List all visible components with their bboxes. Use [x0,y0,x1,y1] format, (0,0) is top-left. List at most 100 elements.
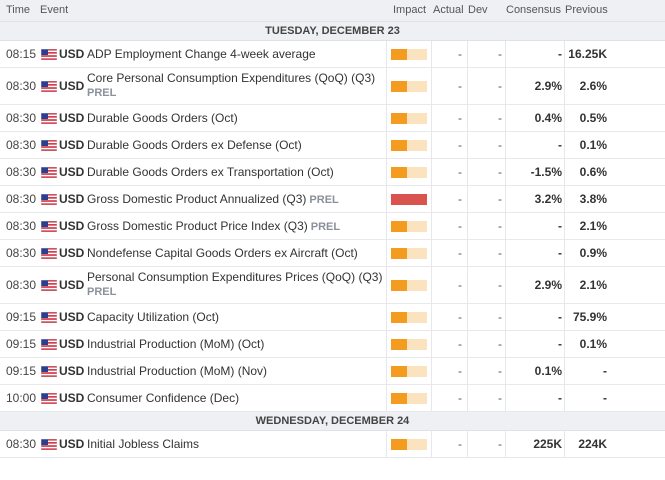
event-name-text: Consumer Confidence (Dec) [87,391,240,405]
event-time: 08:30 [6,111,37,125]
deviation-value: - [498,437,502,451]
impact-indicator-medium [391,280,427,291]
actual-value: - [458,437,462,451]
header-event[interactable]: Event [40,4,69,16]
table-row[interactable]: 08:30 USD Initial Jobless Claims - - 225K 224K [0,431,665,458]
event-name[interactable]: Nondefense Capital Goods Orders ex Aircr… [87,246,358,260]
table-row[interactable]: 08:30 USD Durable Goods Orders ex Transpor… [0,159,665,186]
table-row[interactable]: 09:15 USD Industrial Production (MoM) (Nov… [0,358,665,385]
table-row[interactable]: 08:15 USD ADP Employment Change 4-week ave… [0,41,665,68]
table-header: Time Event Impact Actual Dev Consensus P… [0,0,665,22]
event-name[interactable]: Durable Goods Orders ex Transportation (… [87,165,334,179]
table-row[interactable]: 08:30 USD Personal Consumption Expenditure… [0,267,665,304]
actual-value: - [458,246,462,260]
header-previous[interactable]: Previous [565,4,608,16]
impact-indicator-medium [391,439,427,450]
event-name[interactable]: Personal Consumption Expenditures Prices… [87,270,383,284]
consensus-value: -1.5% [530,165,562,179]
currency-code: USD [59,79,85,93]
currency-code: USD [59,310,85,324]
event-time: 08:30 [6,219,37,233]
previous-value: 0.5% [579,111,607,125]
currency-code: USD [59,138,85,152]
currency-code: USD [59,111,85,125]
impact-indicator-medium [391,312,427,323]
table-row[interactable]: 09:15 USD Capacity Utilization (Oct) - - -75.… [0,304,665,331]
event-time: 08:30 [6,437,37,451]
event-time: 08:30 [6,192,37,206]
event-name[interactable]: Industrial Production (MoM) (Oct) [87,337,264,351]
event-name-text: Industrial Production (MoM) (Nov) [87,364,268,378]
previous-value: - [603,391,607,405]
event-name[interactable]: Durable Goods Orders (Oct) [87,111,238,125]
deviation-value: - [498,246,502,260]
table-row[interactable]: 08:30 USD Gross Domestic Product Price Ind… [0,213,665,240]
deviation-value: - [498,47,502,61]
table-row[interactable]: 08:30 USD Gross Domestic Product Annualize… [0,186,665,213]
previous-value: 2.6% [579,79,607,93]
previous-value: 0.1% [579,337,607,351]
header-time[interactable]: Time [6,4,31,16]
deviation-value: - [498,364,502,378]
header-actual[interactable]: Actual [433,4,464,16]
header-impact[interactable]: Impact [393,4,427,16]
event-time: 08:30 [6,246,37,260]
us-flag-icon [40,338,58,351]
table-row[interactable]: 09:15 USD Industrial Production (MoM) (Oct… [0,331,665,358]
event-name[interactable]: ADP Employment Change 4-week average [87,47,316,61]
event-name[interactable]: Gross Domestic Product Price Index (Q3) P… [87,219,340,233]
impact-indicator-medium [391,167,427,178]
actual-value: - [458,47,462,61]
currency-code: USD [59,165,85,179]
event-name[interactable]: Consumer Confidence (Dec) [87,391,239,405]
consensus-value: 3.2% [534,192,562,206]
date-row: WEDNESDAY, DECEMBER 24 [0,412,665,431]
consensus-value: - [558,47,562,61]
table-row[interactable]: 10:00 USD Consumer Confidence (Dec) - - - - [0,385,665,412]
us-flag-icon [40,80,58,93]
us-flag-icon [40,438,58,451]
previous-value: 2.1% [579,219,607,233]
event-name-text: Industrial Production (MoM) (Oct) [87,337,265,351]
currency-code: USD [59,391,85,405]
consensus-value: - [558,219,562,233]
event-name[interactable]: Gross Domestic Product Annualized (Q3) PR… [87,192,339,206]
previous-value: 0.9% [579,246,607,260]
impact-indicator-medium [391,339,427,350]
actual-value: - [458,278,462,292]
event-name[interactable]: Industrial Production (MoM) (Nov) [87,364,267,378]
economic-calendar: Time Event Impact Actual Dev Consensus P… [0,0,665,458]
actual-value: - [458,364,462,378]
event-time: 08:30 [6,138,37,152]
deviation-value: - [498,192,502,206]
consensus-value: 225K [533,437,562,451]
impact-indicator-medium [391,140,427,151]
actual-value: - [458,219,462,233]
currency-code: USD [59,47,85,61]
us-flag-icon [40,392,58,405]
us-flag-icon [40,48,58,61]
actual-value: - [458,79,462,93]
impact-indicator-medium [391,366,427,377]
table-row[interactable]: 08:30 USD Durable Goods Orders ex Defense … [0,132,665,159]
event-name[interactable]: Capacity Utilization (Oct) [87,310,219,324]
deviation-value: - [498,138,502,152]
deviation-value: - [498,165,502,179]
impact-indicator-medium [391,248,427,259]
table-row[interactable]: 08:30 USD Nondefense Capital Goods Orders … [0,240,665,267]
deviation-value: - [498,111,502,125]
table-row[interactable]: 08:30 USD Core Personal Consumption Expend… [0,68,665,105]
event-name[interactable]: Core Personal Consumption Expenditures (… [87,71,376,85]
actual-value: - [458,192,462,206]
consensus-value: - [558,246,562,260]
currency-code: USD [59,246,85,260]
consensus-value: - [558,337,562,351]
header-consensus[interactable]: Consensus [506,4,562,16]
event-time: 08:30 [6,278,37,292]
event-name[interactable]: Durable Goods Orders ex Defense (Oct) [87,138,302,152]
event-name[interactable]: Initial Jobless Claims [87,437,199,451]
header-dev[interactable]: Dev [468,4,488,16]
currency-code: USD [59,437,85,451]
deviation-value: - [498,79,502,93]
table-row[interactable]: 08:30 USD Durable Goods Orders (Oct) - - 0.4%… [0,105,665,132]
